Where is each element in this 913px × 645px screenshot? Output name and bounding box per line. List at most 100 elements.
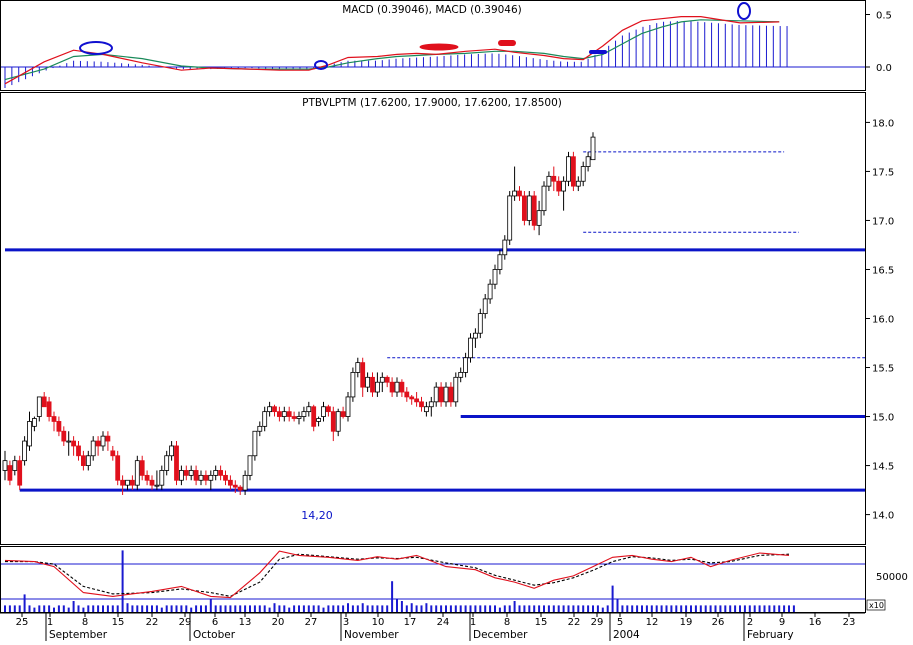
macd-ytick-label: 0.0 xyxy=(876,63,892,74)
volume-bar xyxy=(533,605,536,612)
candle-body xyxy=(22,440,28,462)
candle-body xyxy=(492,269,498,285)
candle-body xyxy=(399,381,405,393)
volume-bar xyxy=(239,605,242,612)
volume-bar xyxy=(155,605,158,612)
volume-bar xyxy=(283,605,286,612)
candle-body xyxy=(531,195,537,226)
volume-bar xyxy=(508,605,511,612)
candle-body xyxy=(149,479,155,486)
candle-body xyxy=(571,156,576,187)
volume-bar xyxy=(121,550,124,612)
candle-body xyxy=(257,425,263,432)
candle-body xyxy=(472,332,478,339)
volume-bar xyxy=(699,605,702,612)
candle-body xyxy=(580,166,586,182)
volume-bar xyxy=(200,605,202,612)
candle-body xyxy=(433,386,439,403)
volume-bar xyxy=(165,605,168,612)
volume-bar xyxy=(126,603,129,612)
volume-bar xyxy=(543,605,545,612)
volume-bar xyxy=(111,605,114,612)
x-tick-label: 26 xyxy=(712,617,725,628)
candle-body xyxy=(350,372,356,398)
candle-body xyxy=(296,416,302,419)
candle-body xyxy=(110,450,116,457)
month-label: September xyxy=(49,629,108,641)
volume-bar xyxy=(435,605,438,612)
volume-bar xyxy=(670,605,673,612)
candle-body xyxy=(443,386,449,403)
volume-bar xyxy=(596,605,599,612)
candle-body xyxy=(404,391,410,398)
candle-body xyxy=(61,430,67,442)
candle-body xyxy=(325,406,331,413)
volume-unit-label: x10 xyxy=(869,601,884,610)
volume-bar xyxy=(788,605,790,612)
volume-bar xyxy=(425,603,428,612)
x-tick-label: 27 xyxy=(305,617,318,628)
price-ytick-label: 16.0 xyxy=(872,315,894,326)
candle-body xyxy=(208,474,214,481)
macd-highlight-mark xyxy=(498,40,516,46)
candle-body xyxy=(512,190,517,197)
candle-body xyxy=(164,455,170,471)
volume-bar xyxy=(214,605,217,612)
x-tick-label: 23 xyxy=(843,617,856,628)
candle-body xyxy=(355,362,361,373)
volume-bar xyxy=(8,605,11,612)
candle-body xyxy=(129,479,135,486)
candle-body xyxy=(536,210,542,226)
x-tick-label: 29 xyxy=(179,617,192,628)
candle-body xyxy=(306,406,312,413)
volume-bar xyxy=(244,605,247,612)
volume-bar xyxy=(48,605,51,612)
x-tick-label: 15 xyxy=(535,617,548,628)
volume-bar xyxy=(552,605,555,612)
candle-body xyxy=(551,175,557,182)
volume-bar xyxy=(224,605,227,612)
volume-bar xyxy=(337,605,340,612)
volume-bar xyxy=(209,598,212,612)
volume-bar xyxy=(572,605,575,612)
volume-bar xyxy=(528,605,531,612)
candle-body xyxy=(374,381,380,393)
volume-bar xyxy=(734,605,737,612)
candle-body xyxy=(134,460,140,486)
candle-body xyxy=(90,440,96,457)
volume-bar xyxy=(273,603,276,612)
x-tick-label: 22 xyxy=(568,617,581,628)
candle-body xyxy=(379,376,385,383)
candle-body xyxy=(384,376,390,383)
x-tick-label: 2 xyxy=(747,617,753,628)
candle-body xyxy=(311,406,317,427)
month-label: December xyxy=(473,629,528,641)
candle-body xyxy=(262,411,268,427)
volume-bar xyxy=(650,605,653,612)
candle-body xyxy=(178,470,184,481)
candle-body xyxy=(453,376,459,403)
candle-body xyxy=(36,396,42,417)
candle-body xyxy=(218,470,224,476)
price-ytick-label: 14.5 xyxy=(872,462,894,473)
candle-body xyxy=(7,465,13,481)
volume-bar xyxy=(636,605,639,612)
price-ytick-label: 17.0 xyxy=(872,216,894,227)
low-annotation: 14,20 xyxy=(301,509,333,522)
candle-body xyxy=(389,381,395,393)
price-ytick-label: 17.5 xyxy=(872,167,894,178)
volume-bar xyxy=(763,605,766,612)
candle-body xyxy=(169,445,175,457)
volume-bar xyxy=(351,605,354,612)
candle-body xyxy=(252,430,258,457)
macd-highlight-mark xyxy=(589,50,607,54)
x-tick-label: 8 xyxy=(504,617,510,628)
price-ytick-label: 16.5 xyxy=(872,265,894,276)
volume-bar xyxy=(170,605,173,612)
volume-bar xyxy=(219,605,222,612)
volume-bar xyxy=(347,603,349,612)
volume-bar xyxy=(484,605,487,612)
volume-bar xyxy=(513,601,516,612)
